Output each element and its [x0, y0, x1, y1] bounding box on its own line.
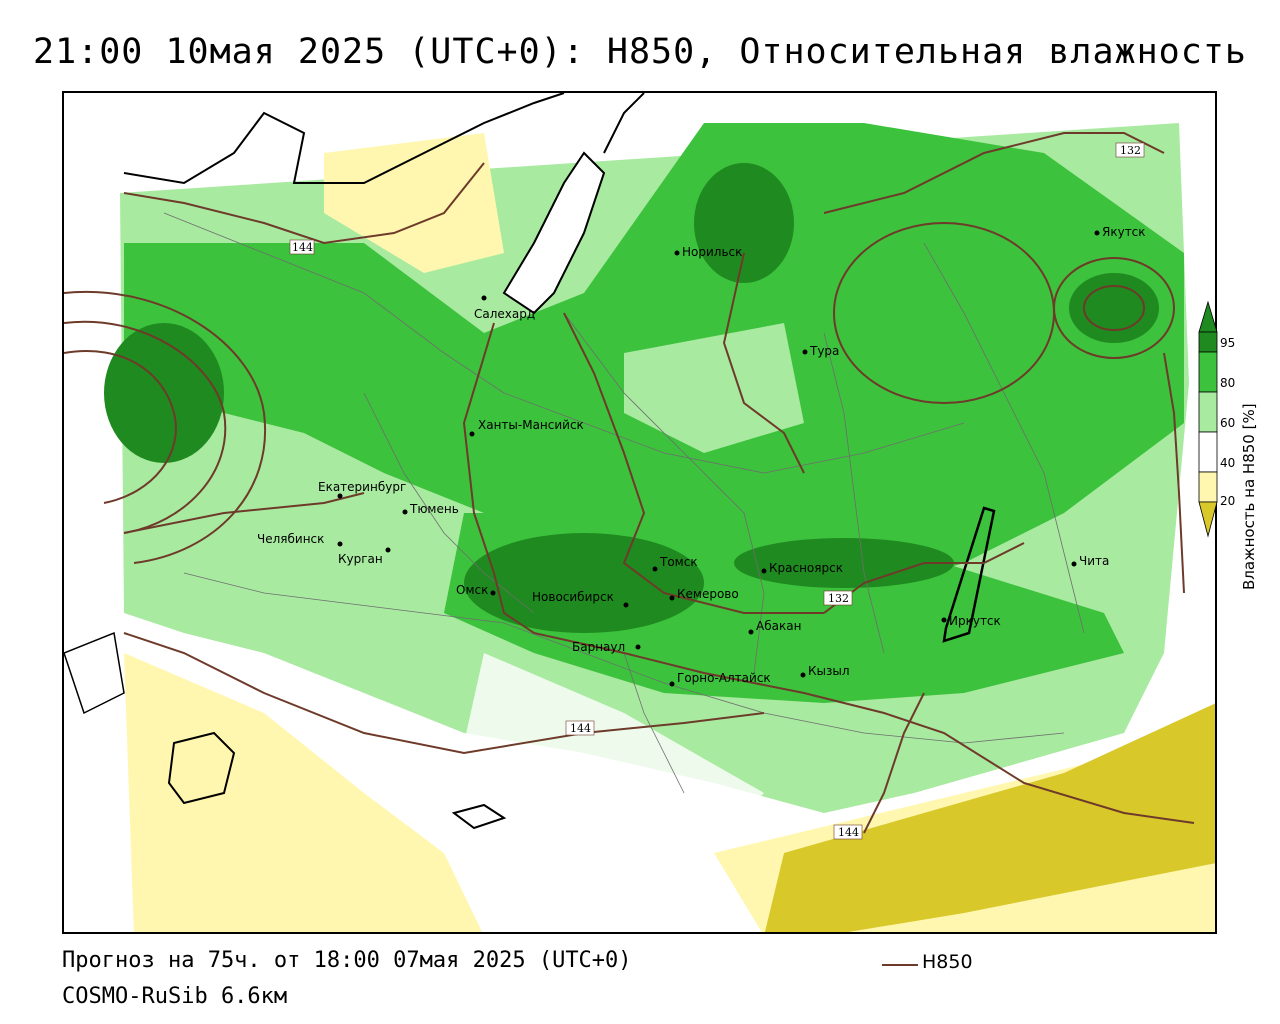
- city-kemerovo[interactable]: Кемерово: [677, 587, 739, 601]
- colorbar-bottom-arrow: [1198, 501, 1218, 538]
- city-chita[interactable]: Чита: [1079, 554, 1109, 568]
- colorbar-title: Влажность на H850 [%]: [1240, 403, 1258, 590]
- dry-region-southwest: [124, 653, 483, 932]
- humidity-core-krasnoyarsk: [734, 538, 954, 588]
- humidity-core-west: [104, 323, 224, 463]
- humidity-core-yakutsk: [1069, 273, 1159, 343]
- map-title: 21:00 10мая 2025 (UTC+0): H850, Относите…: [33, 32, 1247, 72]
- colorbar-tick-20: 20: [1220, 494, 1236, 508]
- city-kurgan[interactable]: Курган: [338, 552, 383, 566]
- colorbar-tick-40: 40: [1220, 456, 1236, 470]
- colorbar-top-arrow: [1198, 300, 1218, 333]
- city-barnaul[interactable]: Барнаул: [572, 640, 625, 654]
- contour-label-144-south: 144: [570, 722, 591, 735]
- city-kyzyl[interactable]: Кызыл: [808, 664, 850, 678]
- colorbar-tick-80: 80: [1220, 376, 1236, 390]
- balkhash-outline: [451, 803, 507, 830]
- colorbar-tick-60: 60: [1220, 416, 1236, 430]
- city-chelyabinsk[interactable]: Челябинск: [257, 532, 324, 546]
- map-frame[interactable]: 144 132 132 144 144 Норильск Якутск Сале…: [62, 91, 1217, 934]
- city-krasnoyarsk[interactable]: Красноярск: [769, 561, 843, 575]
- humidity-core-novosibirsk: [464, 533, 704, 633]
- contour-label-132-center: 132: [828, 592, 849, 605]
- legend-label: H850: [922, 951, 973, 973]
- city-tyumen[interactable]: Тюмень: [409, 502, 459, 516]
- contour-label-132-ne: 132: [1120, 144, 1141, 157]
- forecast-info: Прогноз на 75ч. от 18:00 07мая 2025 (UTC…: [62, 948, 632, 973]
- dry-region-north: [324, 133, 504, 273]
- coastline-north: [123, 93, 565, 185]
- caspian-outline: [167, 731, 236, 805]
- contour-label-144-nw: 144: [292, 241, 313, 254]
- city-yekaterinburg[interactable]: Екатеринбург: [318, 480, 406, 494]
- admin-borders: [163, 212, 1085, 794]
- map-canvas[interactable]: 144 132 132 144 144 Норильск Якутск Сале…: [64, 93, 1217, 934]
- contour-label-144-se: 144: [838, 826, 859, 839]
- yamal-peninsula: [502, 151, 606, 315]
- humidity-core-north: [694, 163, 794, 283]
- city-khanty-mansiysk[interactable]: Ханты-Мансийск: [478, 418, 584, 432]
- city-norilsk[interactable]: Норильск: [682, 245, 742, 259]
- city-yakutsk[interactable]: Якутск: [1102, 225, 1146, 239]
- colorbar-tick-95: 95: [1220, 336, 1236, 350]
- model-name: COSMO-RuSib 6.6км: [62, 984, 288, 1009]
- city-tomsk[interactable]: Томск: [659, 555, 698, 569]
- city-irkutsk[interactable]: Иркутск: [949, 614, 1001, 628]
- lake-baikal: [942, 506, 996, 643]
- colorbar: [1198, 300, 1218, 538]
- legend-line-sample: [882, 964, 918, 966]
- city-salekhard[interactable]: Салехард: [474, 307, 535, 321]
- city-tura[interactable]: Тура: [809, 344, 839, 358]
- city-gorno-altaysk[interactable]: Горно-Алтайск: [677, 671, 771, 685]
- city-omsk[interactable]: Омск: [456, 583, 488, 597]
- h850-contours: [64, 132, 1195, 834]
- city-abakan[interactable]: Абакан: [756, 619, 801, 633]
- very-dry-region: [764, 703, 1215, 932]
- city-novosibirsk[interactable]: Новосибирск: [532, 590, 614, 604]
